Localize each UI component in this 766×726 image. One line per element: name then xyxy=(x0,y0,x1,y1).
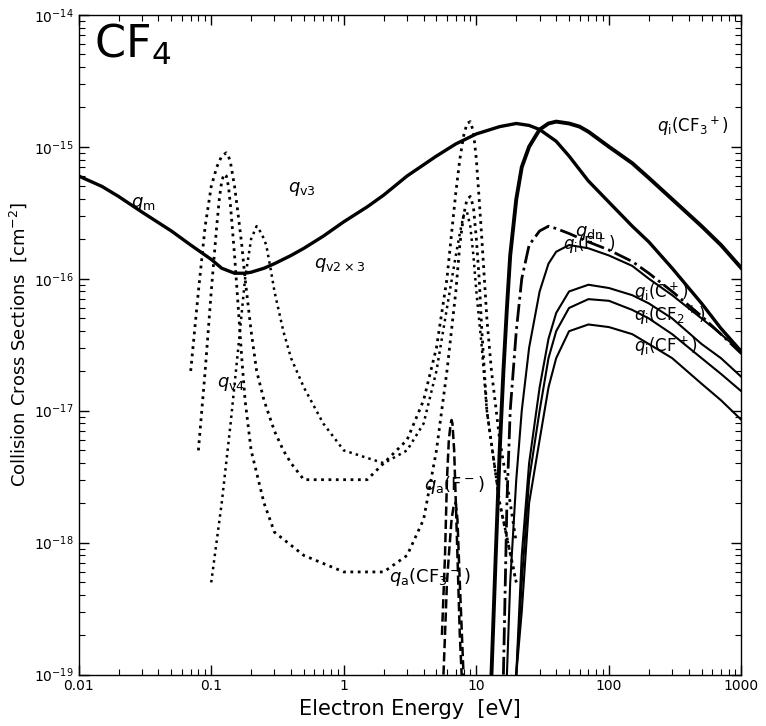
Text: $q_\mathrm{v2\times3}$: $q_\mathrm{v2\times3}$ xyxy=(314,256,365,274)
Text: $q_\mathrm{i}(\mathrm{CF_3}^+)$: $q_\mathrm{i}(\mathrm{CF_3}^+)$ xyxy=(657,115,729,138)
Text: CF$_4$: CF$_4$ xyxy=(93,22,171,68)
Text: $q_\mathrm{v3}$: $q_\mathrm{v3}$ xyxy=(288,181,316,198)
Text: $q_\mathrm{v4}$: $q_\mathrm{v4}$ xyxy=(217,375,245,393)
Text: $q_\mathrm{a}(\mathrm{CF_3}^-)$: $q_\mathrm{a}(\mathrm{CF_3}^-)$ xyxy=(389,566,471,588)
Text: $q_\mathrm{m}$: $q_\mathrm{m}$ xyxy=(132,195,156,213)
Text: $q_\mathrm{i}(\mathrm{F}^+)$: $q_\mathrm{i}(\mathrm{F}^+)$ xyxy=(563,233,615,256)
Text: $q_\mathrm{a}(\mathrm{F}^-)$: $q_\mathrm{a}(\mathrm{F}^-)$ xyxy=(424,474,484,496)
X-axis label: Electron Energy  [eV]: Electron Energy [eV] xyxy=(300,699,521,719)
Y-axis label: Collision Cross Sections  [cm$^{-2}$]: Collision Cross Sections [cm$^{-2}$] xyxy=(7,202,28,487)
Text: $q_\mathrm{i}(\mathrm{C}^+)$: $q_\mathrm{i}(\mathrm{C}^+)$ xyxy=(634,280,689,304)
Text: $q_\mathrm{i}(\mathrm{CF_2}^+)$: $q_\mathrm{i}(\mathrm{CF_2}^+)$ xyxy=(634,303,706,327)
Text: $q_\mathrm{i}(\mathrm{CF}^+)$: $q_\mathrm{i}(\mathrm{CF}^+)$ xyxy=(634,335,698,358)
Text: $q_\mathrm{dn}$: $q_\mathrm{dn}$ xyxy=(574,224,603,242)
